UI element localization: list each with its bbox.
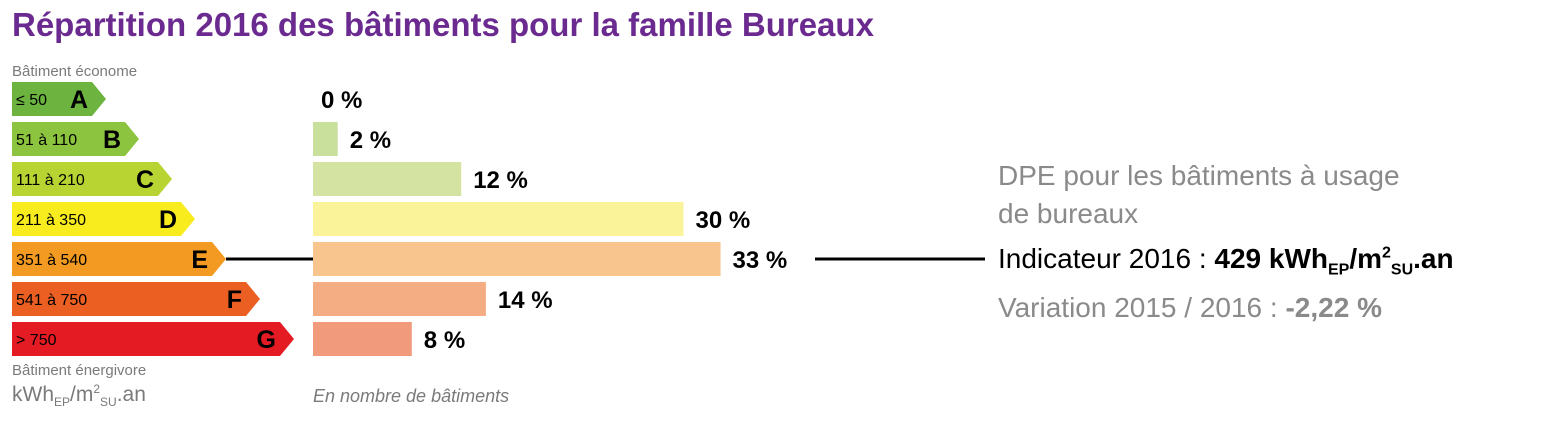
energy-class-letter-c: C [136,166,154,194]
bar-f [313,282,486,316]
energy-class-letter-b: B [103,126,121,154]
bar-d [313,202,684,236]
bar-label-e: 33 % [733,247,788,274]
bar-label-b: 2 % [350,127,391,154]
energy-class-range-c: 111 à 210 [16,172,85,189]
bar-g [313,322,412,356]
bar-e [313,242,721,276]
energy-intensive-building-label: Bâtiment énergivore [12,362,147,379]
energy-class-arrow-g [12,322,294,356]
bar-label-a: 0 % [321,87,362,114]
energy-class-range-f: 541 à 750 [16,292,87,309]
energy-class-arrow-c [12,162,172,196]
energy-class-range-e: 351 à 540 [16,252,87,269]
energy-class-letter-f: F [227,286,242,314]
right-heading-line1: DPE pour les bâtiments à usage [998,160,1400,191]
energy-class-letter-d: D [159,206,177,234]
indicator-text: Indicateur 2016 : 429 kWhEP/m2SU.an [998,243,1454,279]
energy-class-letter-g: G [257,326,276,354]
energy-class-arrow-d [12,202,195,236]
bar-label-f: 14 % [498,287,553,314]
energy-class-range-b: 51 à 110 [16,132,77,149]
energy-class-range-g: > 750 [16,332,57,349]
energy-class-letter-a: A [70,86,88,114]
bar-b [313,122,338,156]
bar-c [313,162,462,196]
unit-label: kWhEP/m2SU.an [12,382,146,410]
right-heading-line2: de bureaux [998,198,1139,229]
energy-class-range-d: 211 à 350 [16,212,86,229]
energy-class-arrow-f [12,282,260,316]
energy-class-arrow-a [12,82,106,116]
bar-label-c: 12 % [473,167,528,194]
energy-class-arrow-e [12,242,226,276]
bar-label-g: 8 % [424,327,465,354]
efficient-building-label: Bâtiment économe [12,63,138,80]
bar-label-d: 30 % [696,207,751,234]
variation-text: Variation 2015 / 2016 : -2,22 % [998,292,1382,323]
energy-class-arrow-b [12,122,139,156]
energy-class-letter-e: E [191,246,208,274]
energy-class-range-a: ≤ 50 [16,92,47,109]
chart-caption: En nombre de bâtiments [313,386,510,406]
chart-title: Répartition 2016 des bâtiments pour la f… [12,6,874,43]
